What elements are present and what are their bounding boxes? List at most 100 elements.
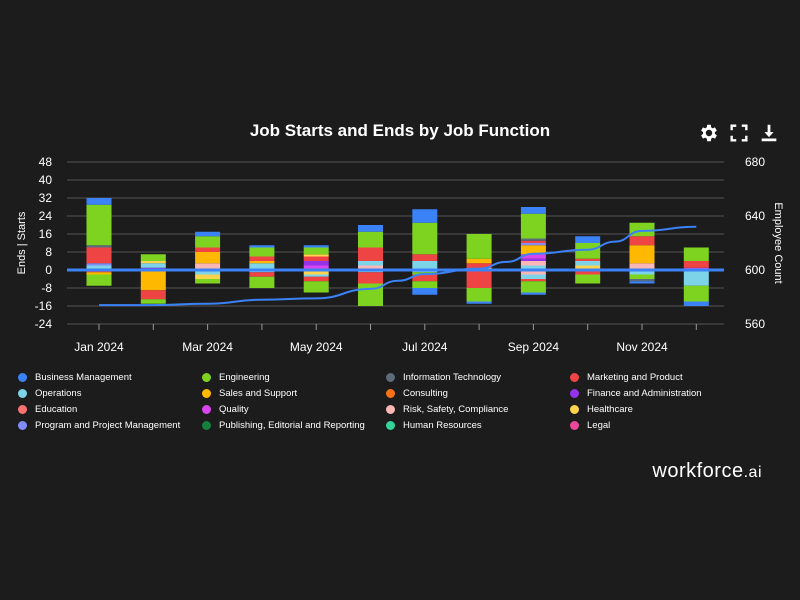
legend-item-risk-safety-compliance[interactable]: Risk, Safety, Compliance (386, 404, 508, 415)
bar-start-sales-and-support[interactable] (466, 258, 492, 264)
bar-start-engineering[interactable] (195, 236, 221, 248)
bar-end-business-management[interactable] (520, 292, 546, 295)
bar-start-marketing-and-product[interactable] (520, 240, 546, 243)
bar-start-operations[interactable] (86, 265, 112, 271)
bar-end-business-management[interactable] (466, 301, 492, 304)
bar-start-business-management[interactable] (412, 209, 438, 223)
bar-end-business-management[interactable] (629, 281, 655, 284)
bar-start-marketing-and-product[interactable] (86, 247, 112, 264)
bar-start-operations[interactable] (412, 261, 438, 270)
bar-end-engineering[interactable] (412, 281, 438, 288)
bar-start-healthcare[interactable] (303, 254, 329, 257)
legend-item-marketing-and-product[interactable]: Marketing and Product (570, 372, 683, 383)
bar-end-marketing-and-product[interactable] (249, 272, 275, 277)
bar-start-marketing-and-product[interactable] (412, 254, 438, 261)
bar-end-engineering[interactable] (629, 274, 655, 280)
bar-start-engineering[interactable] (358, 231, 383, 248)
bar-end-marketing-and-product[interactable] (412, 274, 438, 282)
bar-end-engineering[interactable] (249, 276, 275, 288)
legend-item-information-technology[interactable]: Information Technology (386, 372, 501, 383)
bar-end-healthcare[interactable] (303, 270, 329, 275)
legend-item-program-and-project-management[interactable]: Program and Project Management (18, 420, 180, 431)
bar-start-marketing-and-product[interactable] (249, 256, 275, 262)
bar-end-engineering[interactable] (683, 285, 709, 302)
bar-start-engineering[interactable] (575, 243, 601, 259)
bar-end-engineering[interactable] (520, 281, 546, 293)
bar-start-risk-safety-compliance[interactable] (195, 263, 221, 270)
bar-start-finance-and-administration[interactable] (303, 261, 329, 266)
legend-item-business-management[interactable]: Business Management (18, 372, 132, 383)
bar-start-sales-and-support[interactable] (629, 245, 655, 264)
bar-end-operations[interactable] (683, 270, 709, 286)
bar-end-information-technology[interactable] (629, 279, 655, 282)
download-icon[interactable] (758, 122, 780, 144)
bar-end-marketing-and-product[interactable] (358, 272, 383, 284)
bar-start-business-management[interactable] (358, 225, 383, 232)
legend-item-finance-and-administration[interactable]: Finance and Administration (570, 388, 702, 399)
bar-end-business-management[interactable] (683, 301, 709, 307)
bar-end-healthcare[interactable] (195, 274, 221, 280)
bar-start-business-management[interactable] (575, 236, 601, 243)
bar-start-risk-safety-compliance[interactable] (358, 265, 383, 271)
employee-count-line[interactable] (98, 225, 697, 307)
gear-icon[interactable] (698, 122, 720, 144)
bar-start-marketing-and-product[interactable] (358, 247, 383, 262)
bar-end-engineering[interactable] (195, 279, 221, 284)
bar-end-sales-and-support[interactable] (86, 272, 112, 275)
bar-start-marketing-and-product[interactable] (195, 247, 221, 253)
bar-start-program-and-project-management[interactable] (86, 263, 112, 266)
bar-end-risk-safety-compliance[interactable] (520, 270, 546, 275)
bar-end-engineering[interactable] (466, 288, 492, 302)
bar-start-engineering[interactable] (140, 254, 166, 261)
bar-start-marketing-and-product[interactable] (683, 261, 709, 268)
bar-start-business-management[interactable] (195, 231, 221, 237)
bar-start-sales-and-support[interactable] (520, 245, 546, 255)
bar-start-marketing-and-product[interactable] (303, 256, 329, 262)
bar-start-operations[interactable] (520, 265, 546, 271)
bar-start-engineering[interactable] (629, 222, 655, 237)
bar-start-quality[interactable] (520, 254, 546, 259)
legend-item-legal[interactable]: Legal (570, 420, 610, 431)
bar-start-marketing-and-product[interactable] (629, 236, 655, 246)
bar-start-engineering[interactable] (466, 234, 492, 259)
bar-end-engineering[interactable] (86, 274, 112, 286)
bar-start-finance-and-administration[interactable] (520, 258, 546, 261)
legend-item-consulting[interactable]: Consulting (386, 388, 448, 399)
bar-start-operations[interactable] (140, 263, 166, 268)
legend-item-human-resources[interactable]: Human Resources (386, 420, 482, 431)
bar-end-engineering[interactable] (140, 299, 166, 304)
bar-start-engineering[interactable] (683, 247, 709, 262)
legend-item-sales-and-support[interactable]: Sales and Support (202, 388, 297, 399)
bar-end-business-management[interactable] (412, 288, 438, 295)
bar-start-quality[interactable] (303, 265, 329, 271)
bar-start-engineering[interactable] (412, 222, 438, 255)
legend-item-publishing-editorial-and-reporting[interactable]: Publishing, Editorial and Reporting (202, 420, 365, 431)
legend-item-education[interactable]: Education (18, 404, 77, 415)
expand-icon[interactable] (728, 122, 750, 144)
bar-start-business-management[interactable] (520, 207, 546, 214)
bar-start-risk-safety-compliance[interactable] (629, 263, 655, 270)
bar-end-marketing-and-product[interactable] (303, 276, 329, 282)
bar-start-healthcare[interactable] (140, 261, 166, 264)
bar-start-business-management[interactable] (303, 245, 329, 248)
bar-start-business-management[interactable] (249, 245, 275, 248)
bar-end-sales-and-support[interactable] (140, 270, 166, 291)
bar-start-information-technology[interactable] (86, 245, 112, 248)
bar-end-engineering[interactable] (303, 281, 329, 293)
bar-start-engineering[interactable] (520, 213, 546, 239)
legend-item-operations[interactable]: Operations (18, 388, 81, 399)
bar-end-marketing-and-product[interactable] (140, 290, 166, 300)
bar-start-engineering[interactable] (86, 204, 112, 246)
bar-end-engineering[interactable] (575, 274, 601, 284)
bar-start-operations[interactable] (358, 261, 383, 266)
bar-start-healthcare[interactable] (575, 265, 601, 271)
bar-end-operations[interactable] (195, 270, 221, 275)
bar-start-engineering[interactable] (249, 247, 275, 257)
bar-start-operations[interactable] (575, 261, 601, 266)
legend-item-engineering[interactable]: Engineering (202, 372, 270, 383)
legend-item-healthcare[interactable]: Healthcare (570, 404, 633, 415)
bar-end-marketing-and-product[interactable] (575, 270, 601, 275)
bar-start-information-technology[interactable] (520, 238, 546, 241)
bar-end-marketing-and-product[interactable] (520, 279, 546, 282)
bar-start-sales-and-support[interactable] (249, 261, 275, 264)
